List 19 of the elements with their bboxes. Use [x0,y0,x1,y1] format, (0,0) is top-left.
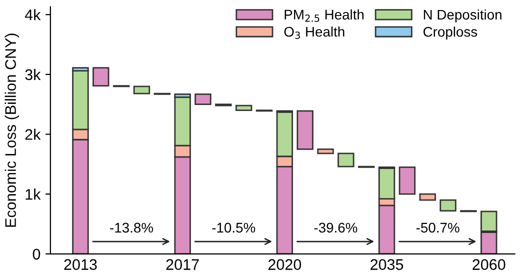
x-tick-label: 2020 [268,259,302,270]
annotation: -50.7% [416,222,460,233]
x-tick-label: 2035 [370,259,404,270]
y-axis-title: Economic Loss (Billion CNY) [4,34,20,227]
x-tick-label: 2060 [472,259,506,270]
y-tick-label: 3k [25,68,41,80]
annotation: -13.8% [110,222,154,233]
x-tick-label: 2017 [166,259,199,270]
legend-label: PM$_{2.5}$ Health [284,9,364,22]
y-tick-label: 0 [32,248,40,260]
legend-label: O$_{3}$ Health [284,26,344,39]
legend-label: Croploss [423,26,478,40]
legend-label: N Deposition [424,9,502,22]
annotation: -10.5% [212,222,256,233]
annotation: -39.6% [314,222,358,233]
y-tick-label: 1k [26,188,41,200]
y-tick-label: 4k [24,9,41,20]
y-tick-label: 2k [25,128,41,140]
x-tick-label: 2013 [64,259,97,270]
